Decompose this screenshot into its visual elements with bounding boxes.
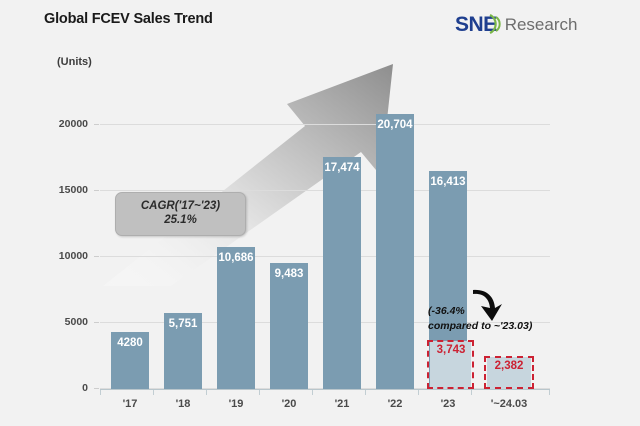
sne-research-logo: SNE Research <box>455 10 577 38</box>
x-axis-label-2021: '21 <box>334 398 350 410</box>
x-tick-mark-6 <box>418 390 419 395</box>
x-tick-mark-3 <box>259 390 260 395</box>
x-axis-label-2023: '23 <box>440 398 456 410</box>
bar-2017[interactable] <box>111 332 149 389</box>
y-axis-tick-15000: 15000 <box>58 184 88 196</box>
highlight-box-2024-q1 <box>484 356 534 389</box>
bar-2022[interactable] <box>376 114 414 389</box>
y-axis-tick-20000: 20000 <box>58 118 88 130</box>
decline-annotation: (-36.4% compared to ~'23.03) <box>428 304 588 334</box>
y-axis-units-label: (Units) <box>57 56 92 68</box>
y-tick-mark-20000 <box>94 124 99 125</box>
y-axis-tick-0: 0 <box>82 382 88 394</box>
decline-arrow-icon <box>470 286 510 324</box>
x-axis-label-2018: '18 <box>175 398 191 410</box>
y-tick-mark-15000 <box>94 190 99 191</box>
y-tick-mark-10000 <box>94 256 99 257</box>
decline-percent-text: (-36.4% <box>428 305 465 317</box>
logo-swoosh-icon <box>486 12 502 36</box>
x-tick-mark-4 <box>312 390 313 395</box>
x-tick-mark-2 <box>206 390 207 395</box>
decline-comparison-text: compared to ~'23.03) <box>428 320 533 333</box>
bar-label-2017: 4280 <box>117 337 143 349</box>
x-tick-mark-8 <box>549 390 550 395</box>
logo-suffix-text: Research <box>504 14 578 34</box>
bar-2023-q1-partial[interactable] <box>430 341 471 389</box>
y-tick-mark-5000 <box>94 322 99 323</box>
gridline-20000 <box>100 124 550 125</box>
bar-label-2023-q1-partial: 3,743 <box>436 344 466 356</box>
bar-2021[interactable] <box>323 157 361 389</box>
bar-label-2018: 5,751 <box>168 318 198 330</box>
bar-label-2023: 16,413 <box>430 176 466 188</box>
bar-2024-q1-partial[interactable] <box>487 357 531 389</box>
y-axis-tick-10000: 10000 <box>58 250 88 262</box>
highlight-box-2023-q1 <box>427 340 474 389</box>
bar-label-2024-q1-partial: 2,382 <box>494 360 524 372</box>
x-axis-label-2024: '~24.03 <box>490 398 528 410</box>
bar-label-2019: 10,686 <box>218 252 254 264</box>
bar-label-2021: 17,474 <box>324 162 360 174</box>
x-axis-label-2022: '22 <box>387 398 403 410</box>
x-tick-mark-1 <box>153 390 154 395</box>
x-tick-mark-0 <box>100 390 101 395</box>
page-title: Global FCEV Sales Trend <box>44 11 213 27</box>
y-tick-mark-0 <box>94 388 99 389</box>
x-axis-line <box>100 389 550 390</box>
y-axis-tick-5000: 5000 <box>64 316 88 328</box>
x-axis-label-2020: '20 <box>281 398 297 410</box>
bar-2020[interactable] <box>270 263 308 389</box>
x-tick-mark-7 <box>471 390 472 395</box>
cagr-value-text: 25.1% <box>164 214 197 227</box>
logo-brand-text: SNE <box>455 12 497 36</box>
bar-2018[interactable] <box>164 313 202 389</box>
x-axis-label-2019: '19 <box>228 398 244 410</box>
bar-label-2022: 20,704 <box>377 119 413 131</box>
cagr-callout: CAGR('17~'23) 25.1% <box>115 192 246 236</box>
x-axis-label-2017: '17 <box>122 398 138 410</box>
cagr-period-text: CAGR('17~'23) <box>140 200 221 212</box>
bar-label-2020: 9,483 <box>274 268 304 280</box>
x-tick-mark-5 <box>365 390 366 395</box>
bar-2019[interactable] <box>217 247 255 389</box>
